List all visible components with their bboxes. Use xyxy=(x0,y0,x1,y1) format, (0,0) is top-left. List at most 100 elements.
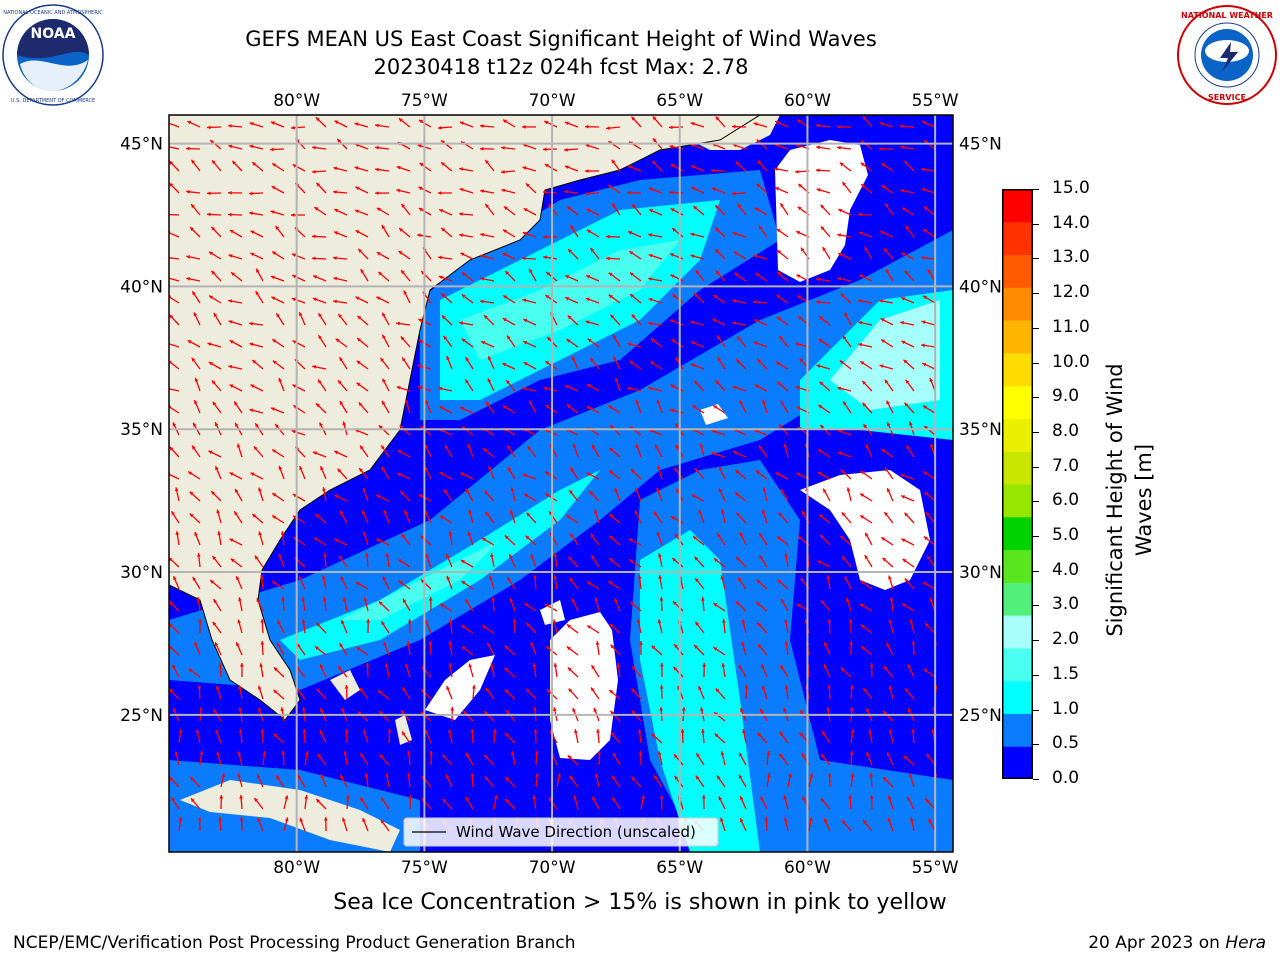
wave-arrow-head xyxy=(713,558,718,563)
wave-arrow-head xyxy=(171,511,175,516)
wave-arrow-head xyxy=(566,624,571,629)
wave-arrow-head xyxy=(924,140,929,144)
wave-arrow-head xyxy=(212,160,216,165)
wave-arrow-head xyxy=(754,384,759,388)
colorbar-bin xyxy=(1002,549,1033,583)
wave-arrow-head xyxy=(783,817,788,822)
wave-arrow-head xyxy=(889,597,894,601)
wave-arrow-head xyxy=(522,298,527,303)
wave-arrow-head xyxy=(795,169,799,174)
wave-arrow-head xyxy=(570,467,574,472)
wave-arrow-head xyxy=(429,751,434,755)
wave-arrow-head xyxy=(501,170,505,174)
wave-arrow-head xyxy=(611,159,616,164)
wave-arrow-head xyxy=(460,560,465,564)
wave-arrow-head xyxy=(296,643,301,648)
wave-arrow-head xyxy=(319,664,324,669)
colorbar-tick-label: 7.0 xyxy=(1052,455,1080,476)
wave-arrow-head xyxy=(354,209,359,214)
wave-arrow-head xyxy=(272,449,277,454)
wave-arrow-head xyxy=(567,206,572,210)
no-data-patch-2 xyxy=(550,612,618,760)
wave-arrow-head xyxy=(585,124,589,129)
wave-arrow-head xyxy=(586,472,591,477)
wave-arrow-head xyxy=(406,773,411,777)
wave-arrow-head xyxy=(589,490,594,495)
wave-arrow-head xyxy=(923,536,928,541)
wave-arrow-head xyxy=(632,204,636,209)
chart-title: GEFS MEAN US East Coast Significant Heig… xyxy=(245,27,877,51)
wave-arrow-head xyxy=(714,733,719,738)
wave-arrow-head xyxy=(260,575,264,579)
wave-arrow-head xyxy=(888,685,893,690)
wave-arrow-head xyxy=(823,664,828,669)
wave-arrow-head xyxy=(648,233,653,237)
wave-arrow-head xyxy=(574,729,578,734)
wave-arrow-head xyxy=(701,597,705,601)
wave-arrow-head xyxy=(736,359,740,363)
wave-arrow-head xyxy=(396,321,400,326)
wave-arrow-head xyxy=(839,360,844,365)
wave-arrow-head xyxy=(356,382,361,387)
wave-arrow-head xyxy=(315,117,320,122)
wave-arrow-head xyxy=(302,707,306,711)
wave-arrow-head xyxy=(553,575,558,579)
wave-arrow-head xyxy=(887,817,892,822)
wave-arrow-head xyxy=(848,619,853,623)
wave-arrow-head xyxy=(533,707,537,711)
wave-arrow-head xyxy=(816,300,820,304)
wave-arrow-head xyxy=(714,227,719,232)
wave-arrow-head xyxy=(256,268,260,273)
wave-arrow-head xyxy=(529,400,533,405)
wave-arrow-head xyxy=(775,187,780,191)
wave-arrow-head xyxy=(900,188,905,193)
wave-arrow-head xyxy=(400,490,405,495)
wave-arrow-head xyxy=(669,190,673,195)
wave-arrow-head xyxy=(797,295,802,299)
wave-arrow-head xyxy=(523,318,528,323)
wave-arrow-head xyxy=(207,342,212,347)
wave-arrow-head xyxy=(720,509,725,514)
wave-arrow-head xyxy=(460,406,465,411)
wave-arrow-head xyxy=(488,575,493,580)
wave-arrow-head xyxy=(736,512,741,517)
wave-arrow-head xyxy=(525,535,530,540)
wave-arrow-head xyxy=(355,230,360,234)
wave-arrow-head xyxy=(343,751,348,755)
wave-arrow-head xyxy=(590,533,595,538)
wave-arrow-head xyxy=(648,386,653,391)
wave-arrow-head xyxy=(545,471,550,476)
wave-arrow-head xyxy=(381,797,385,802)
wave-arrow-head xyxy=(732,143,737,148)
wave-arrow-head xyxy=(505,799,510,803)
wave-arrow-head xyxy=(424,466,428,471)
wave-arrow-head xyxy=(901,538,906,543)
wave-arrow-head xyxy=(798,536,803,540)
wave-arrow-head xyxy=(509,554,513,559)
wave-arrow-head xyxy=(761,664,765,669)
wave-arrow-head xyxy=(680,729,685,733)
colorbar-tick-label: 10.0 xyxy=(1052,351,1090,372)
wave-arrow-head xyxy=(568,556,573,561)
wave-arrow-head xyxy=(417,233,421,238)
wave-arrow-head xyxy=(438,255,442,260)
wave-arrow xyxy=(169,231,180,238)
wave-arrow-head xyxy=(860,162,865,167)
wave-arrow-head xyxy=(361,510,366,515)
wave-arrow-head xyxy=(796,406,801,411)
wave-arrow-head xyxy=(676,488,680,493)
wave-arrow-head xyxy=(441,140,445,145)
wave-arrow-head xyxy=(194,377,199,382)
wave-arrow-head xyxy=(487,378,492,383)
wave-arrow-head xyxy=(490,553,494,558)
wave-arrow-head xyxy=(901,495,906,499)
wave-arrow-head xyxy=(567,315,572,320)
wave-arrow-head xyxy=(717,357,722,362)
wave-arrow-head xyxy=(278,465,283,470)
wave-arrow-head xyxy=(860,624,865,629)
wave-arrow-head xyxy=(189,491,194,496)
wave-arrow-head xyxy=(741,619,746,624)
wave-arrow-head xyxy=(504,689,509,694)
wave-arrow-head xyxy=(797,206,802,211)
wave-arrow-head xyxy=(169,601,173,605)
